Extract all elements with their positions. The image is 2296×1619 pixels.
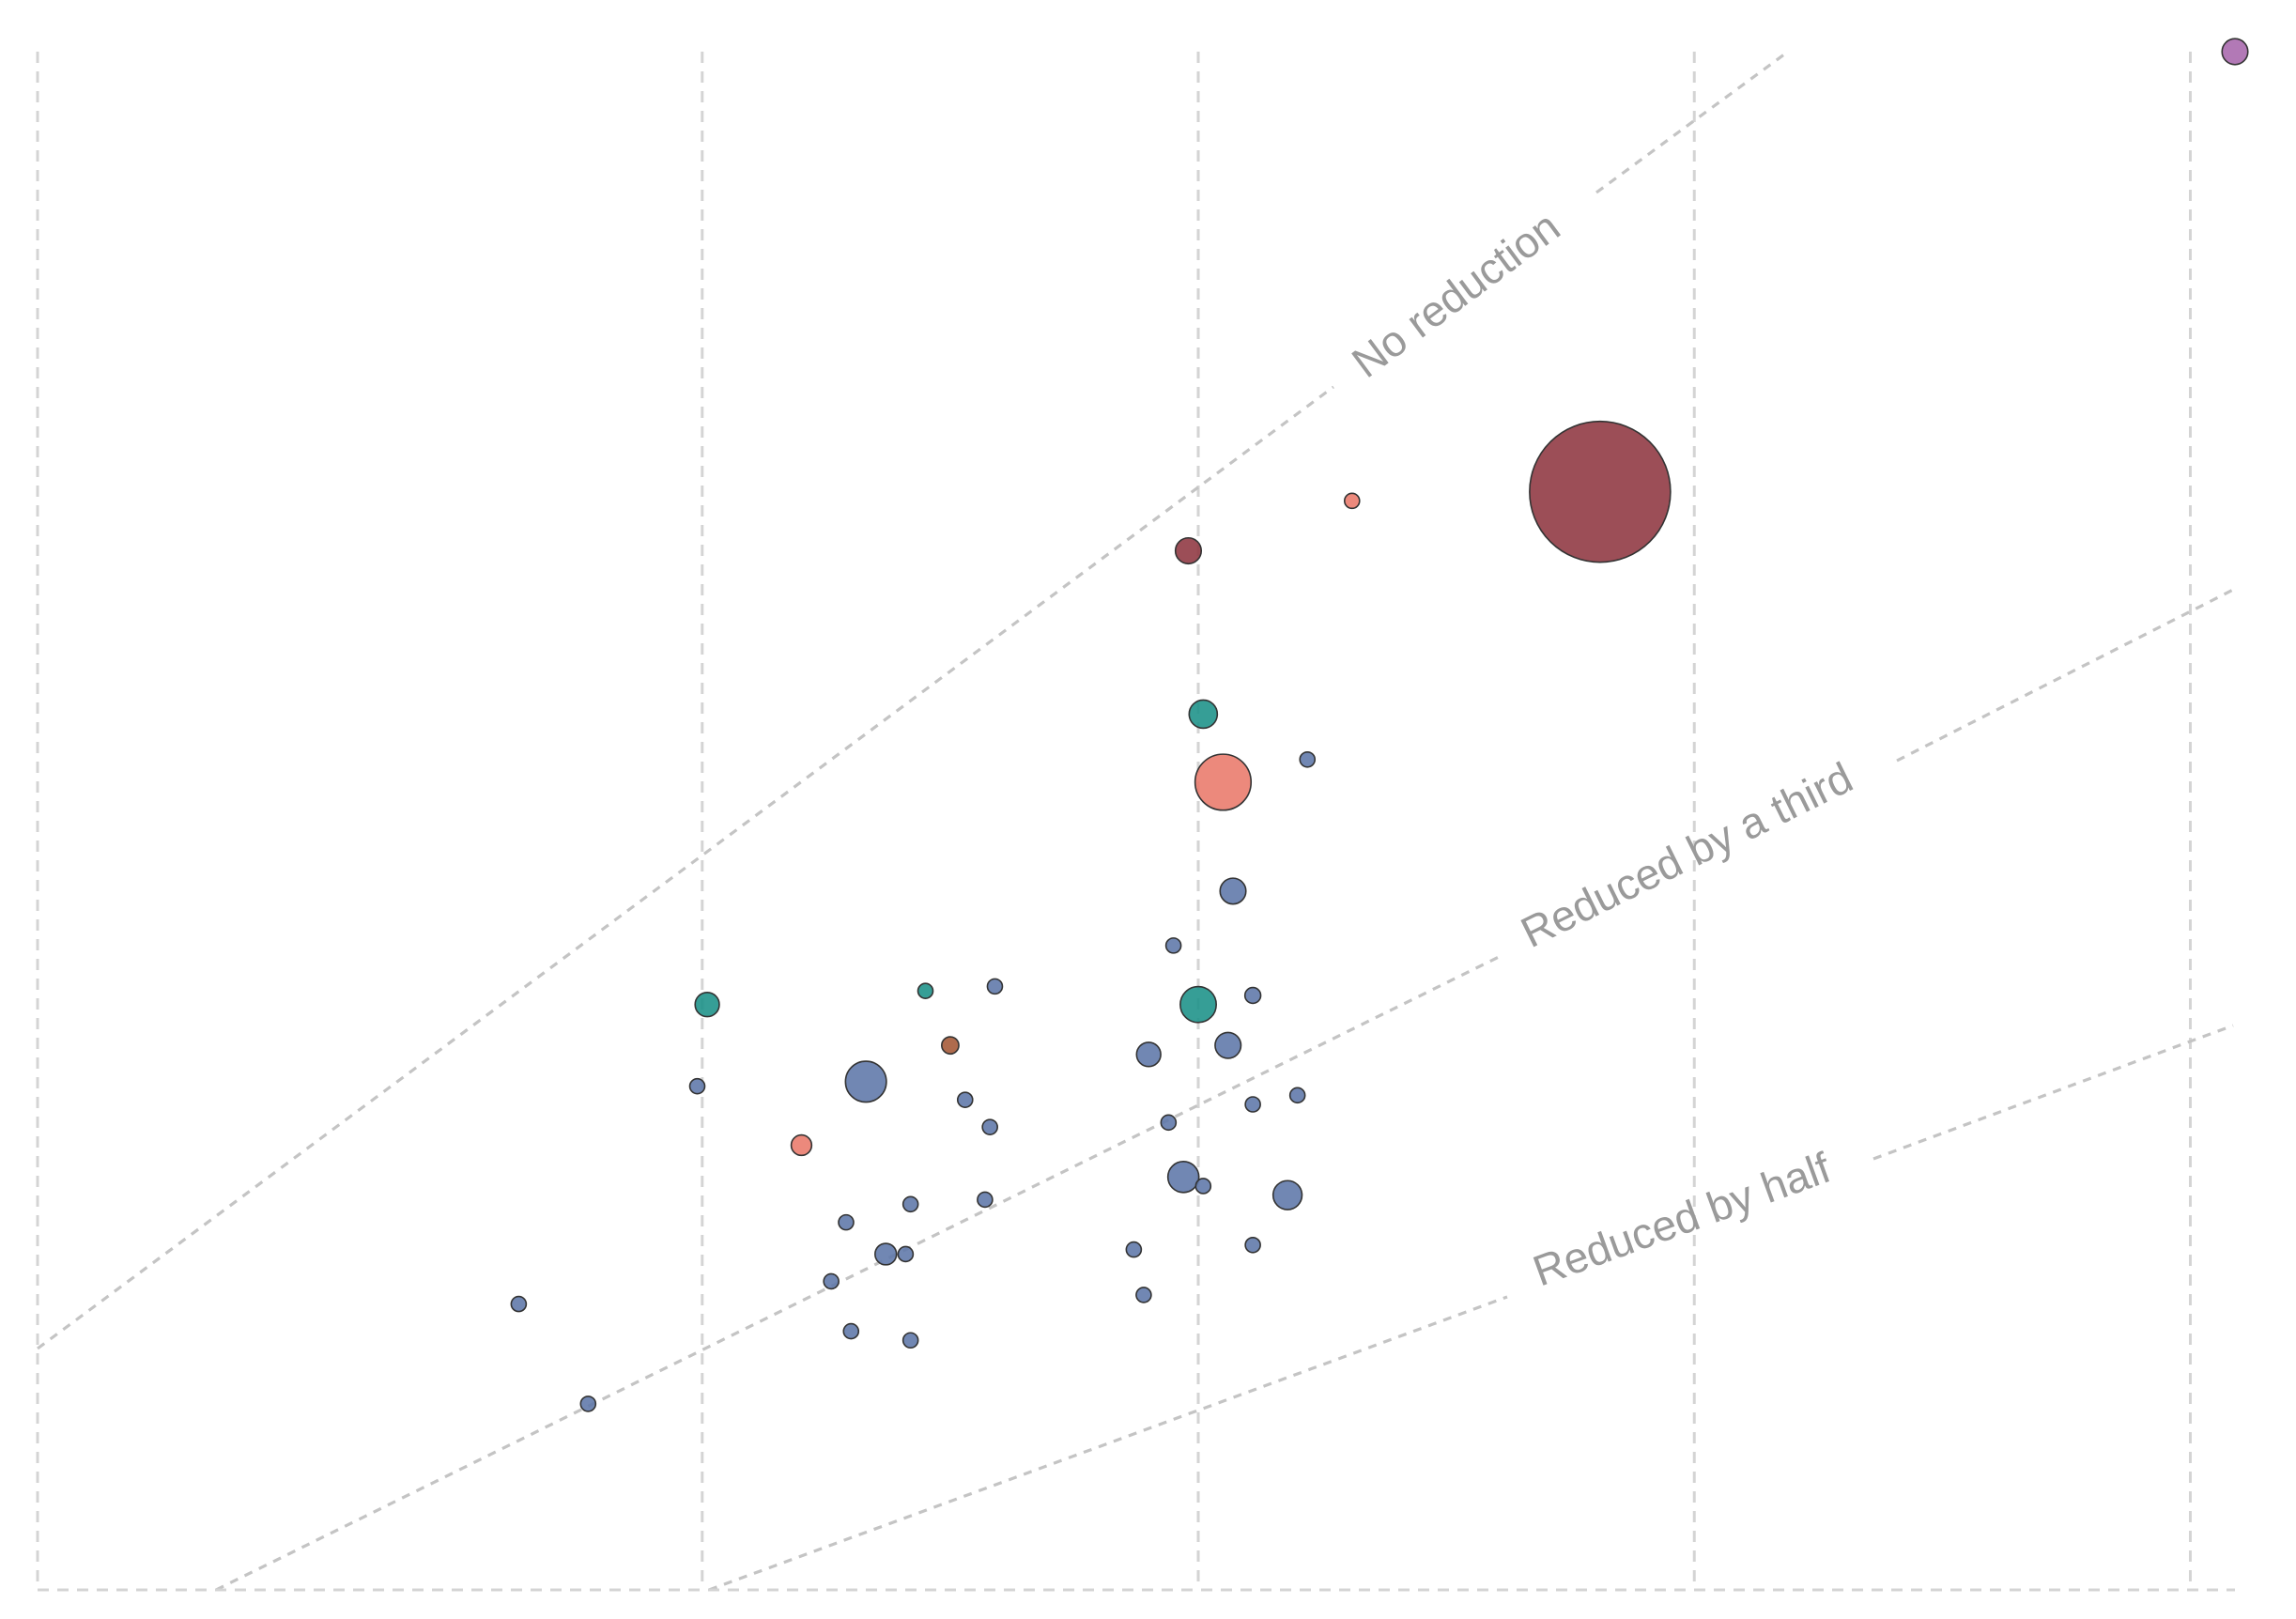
bubble-point <box>2221 38 2249 66</box>
bubble-point <box>941 1036 960 1056</box>
bubble-point <box>981 1118 998 1135</box>
bubble-point <box>917 982 934 999</box>
bubble-point <box>986 978 1004 995</box>
bubble-point <box>790 1133 813 1157</box>
bubble-point <box>842 1322 860 1340</box>
bubble-point <box>901 1195 919 1213</box>
bubble-point <box>1160 1114 1178 1132</box>
bubble-point <box>579 1395 597 1412</box>
bubble-point <box>844 1060 887 1103</box>
bubble-point <box>897 1245 915 1263</box>
bubble-point <box>688 1077 706 1095</box>
reference-line-reduced-by-a-third: Reduced by a third <box>215 588 2234 1592</box>
bubble-point <box>1179 985 1217 1024</box>
bubble-point <box>1299 750 1317 768</box>
bubble-point <box>1219 877 1247 905</box>
reference-label-reduced-by-a-third: Reduced by a third <box>1513 752 1859 957</box>
bubble-point <box>823 1272 840 1290</box>
bubble-point <box>901 1332 919 1349</box>
bubble-point <box>1135 1041 1162 1068</box>
reference-label-no-reduction: No reduction <box>1343 202 1568 387</box>
gridlines <box>36 52 2192 1590</box>
bubble-point <box>1243 986 1262 1005</box>
reference-line-reduced-by-half: Reduced by half <box>708 1024 2234 1592</box>
bubble-point <box>1188 699 1219 730</box>
reference-line-reduced-by-a-third-path <box>215 588 2234 1592</box>
bubble-point <box>694 992 720 1018</box>
bubble-point <box>1125 1241 1143 1258</box>
bubble-point <box>510 1295 528 1313</box>
bubble-point <box>956 1091 974 1108</box>
bubble-point <box>1166 1160 1200 1194</box>
bubbles <box>510 38 2249 1412</box>
bubble-point <box>1194 1178 1212 1195</box>
reference-line-reduced-by-half-path <box>708 1024 2234 1592</box>
bubble-point <box>1271 1180 1303 1210</box>
bubble-point <box>977 1191 994 1209</box>
bubble-point <box>1529 420 1672 563</box>
reference-line-no-reduction-path <box>37 53 1785 1350</box>
bubble-point <box>838 1213 855 1231</box>
bubble-point <box>1164 937 1182 954</box>
reference-lines: No reduction Reduced by a third Reduced … <box>37 53 2234 1592</box>
bubble-point <box>1174 536 1203 565</box>
bubble-point <box>1135 1287 1152 1303</box>
bubble-point <box>1214 1031 1242 1059</box>
bubble-point <box>1244 1236 1261 1254</box>
bubble-point <box>874 1242 898 1266</box>
bubble-point <box>1288 1087 1306 1104</box>
bubble-point <box>1244 1096 1261 1113</box>
reference-label-reduced-by-half: Reduced by half <box>1527 1143 1837 1296</box>
reference-line-no-reduction: No reduction <box>37 53 1785 1350</box>
bubble-point <box>1343 492 1361 510</box>
bubble-point <box>1194 753 1253 811</box>
